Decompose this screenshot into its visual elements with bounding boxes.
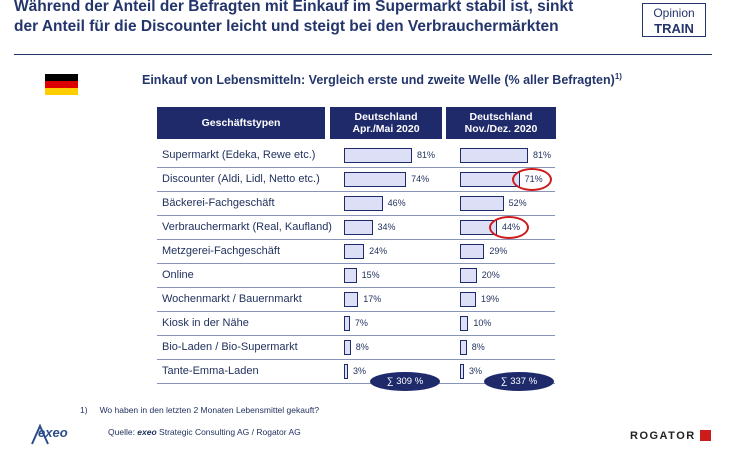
series-2-value-label: 8% (471, 342, 485, 352)
category-label: Tante-Emma-Laden (162, 365, 259, 377)
series-2-bar (460, 268, 477, 283)
series-1-header: Deutschland Apr./Mai 2020 (330, 107, 442, 139)
series-1-value-label: 74% (411, 174, 430, 184)
series-1-value-label: 7% (354, 318, 368, 328)
highlight-ellipse (488, 216, 529, 239)
series-1-bar (344, 364, 348, 379)
series-1-value-label: 81% (417, 150, 436, 160)
category-label: Supermarkt (Edeka, Rewe etc.) (162, 149, 316, 161)
series-1-value-label: 8% (355, 342, 369, 352)
series-2-bar (460, 172, 520, 187)
series-1-value-label: 15% (361, 270, 380, 280)
series-1-bar (344, 220, 373, 235)
row-divider (157, 215, 555, 216)
footnote-marker: 1) (80, 405, 88, 415)
row-divider (157, 239, 555, 240)
series-2-bar (460, 364, 464, 379)
series-2-value-label: 19% (480, 294, 499, 304)
series-1-value-label: 17% (363, 294, 382, 304)
series-1-bar (344, 244, 365, 259)
category-label: Metzgerei-Fachgeschäft (162, 245, 280, 257)
row-divider (157, 167, 555, 168)
series-2-bar (460, 148, 529, 163)
row-divider (157, 359, 555, 360)
series-1-bar (344, 172, 407, 187)
series-2-header: Deutschland Nov./Dez. 2020 (446, 107, 556, 139)
row-divider (157, 383, 555, 384)
series-2-value-label: 52% (508, 198, 527, 208)
series-1-header-line-1: Deutschland (354, 111, 418, 123)
series-1-bar (344, 292, 359, 307)
series-2-value-label: 20% (481, 270, 500, 280)
highlight-ellipse (511, 168, 552, 191)
series-2-header-line-1: Deutschland (469, 111, 533, 123)
exeo-logo-mark-icon (31, 423, 49, 445)
series-1-bar (344, 268, 357, 283)
source-line: Quelle: exeo Strategic Consulting AG / R… (108, 427, 301, 437)
row-divider (157, 311, 555, 312)
category-label: Bäckerei-Fachgeschäft (162, 197, 275, 209)
series-2-bar (460, 340, 467, 355)
series-1-header-line-2: Apr./Mai 2020 (352, 123, 420, 135)
series-1-bar (344, 196, 383, 211)
row-divider (157, 335, 555, 336)
series-1-value-label: 3% (353, 366, 367, 376)
series-2-bar (460, 196, 504, 211)
badge-line-2: TRAIN (654, 21, 694, 36)
series-1-bar (344, 148, 413, 163)
series-2-header-line-2: Nov./Dez. 2020 (464, 123, 538, 135)
subtitle-footnote-marker: 1) (614, 72, 622, 81)
series-1-bar (344, 340, 351, 355)
series-2-value-label: 3% (469, 366, 483, 376)
series-2-value-label: 10% (473, 318, 492, 328)
series-2-bar (460, 244, 485, 259)
category-label: Bio-Laden / Bio-Supermarkt (162, 341, 298, 353)
category-label: Discounter (Aldi, Lidl, Netto etc.) (162, 173, 320, 185)
exeo-logo: exeo (38, 425, 68, 440)
row-divider (157, 287, 555, 288)
chart-subtitle-text: Einkauf von Lebensmitteln: Vergleich ers… (142, 73, 615, 88)
series-2-sum-badge: ∑ 337 % (484, 372, 554, 391)
headline: Während der Anteil der Befragten mit Ein… (14, 0, 626, 37)
header-divider (14, 54, 712, 55)
footnote: 1) Wo haben in den letzten 2 Monaten Lebe… (80, 405, 319, 415)
headline-line-2: der Anteil für die Discounter leicht und… (14, 18, 559, 35)
category-label: Wochenmarkt / Bauernmarkt (162, 293, 302, 305)
source-rest: Strategic Consulting AG / Rogator AG (156, 427, 301, 437)
source-brand: exeo (137, 427, 157, 437)
footnote-text: Wo haben in den letzten 2 Monaten Lebens… (99, 405, 320, 415)
category-label: Online (162, 269, 194, 281)
rogator-logo: ROGATOR (630, 430, 696, 442)
chart-subtitle: Einkauf von Lebensmitteln: Vergleich ers… (142, 72, 622, 87)
series-2-value-label: 81% (533, 150, 552, 160)
german-flag-icon (45, 74, 78, 95)
category-label: Verbrauchermarkt (Real, Kaufland) (162, 221, 332, 233)
category-label: Kiosk in der Nähe (162, 317, 249, 329)
category-header: Geschäftstypen (157, 107, 325, 139)
series-1-bar (344, 316, 350, 331)
series-2-bar (460, 292, 476, 307)
source-prefix: Quelle: (108, 427, 138, 437)
series-1-value-label: 24% (369, 246, 388, 256)
series-2-value-label: 29% (489, 246, 508, 256)
row-divider (157, 263, 555, 264)
row-divider (157, 191, 555, 192)
series-1-sum-badge: ∑ 309 % (370, 372, 440, 391)
rogator-logo-square-icon (700, 430, 711, 441)
badge-line-1: Opinion (653, 6, 695, 20)
opinion-train-badge: Opinion TRAIN (642, 3, 706, 37)
series-2-bar (460, 316, 469, 331)
series-1-value-label: 34% (377, 222, 396, 232)
series-1-value-label: 46% (387, 198, 406, 208)
headline-line-1: Während der Anteil der Befragten mit Ein… (14, 0, 574, 15)
